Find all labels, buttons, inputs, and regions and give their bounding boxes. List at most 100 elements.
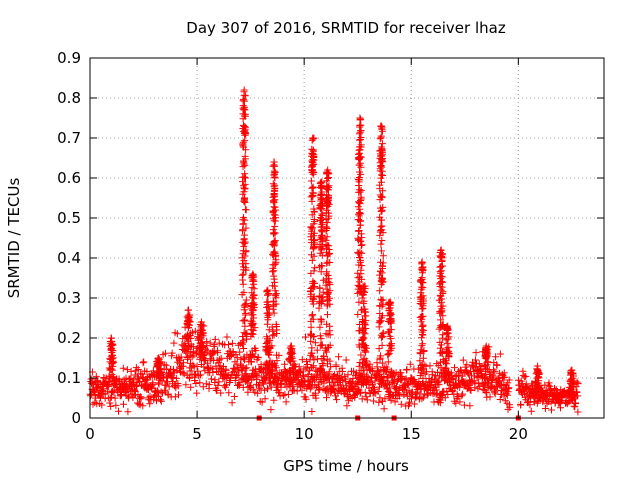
data-point [503,391,511,399]
data-point [180,370,188,378]
data-point [551,385,558,392]
data-point [483,348,491,356]
data-point [419,266,427,274]
data-point [323,259,331,267]
data-point [573,388,581,396]
data-point [324,197,332,205]
data-point [185,344,193,352]
data-point [418,258,426,266]
data-point [289,382,297,390]
data-point [281,360,289,368]
data-point [215,359,223,367]
data-point [124,408,132,416]
data-point [466,402,474,410]
data-point [317,293,325,301]
data-point [192,380,200,387]
data-point [444,378,452,386]
data-point [387,318,395,325]
data-point [323,170,331,178]
data-point [172,374,180,382]
data-point [269,282,277,290]
data-point [269,261,277,269]
data-point [208,375,215,383]
data-point [436,279,444,287]
data-point [115,407,122,415]
data-point [419,393,427,401]
data-point [355,176,363,184]
data-point [331,388,339,396]
data-point [135,400,143,408]
data-point [309,183,317,191]
data-point [375,323,383,331]
data-point [317,178,325,186]
data-points [86,86,582,421]
data-point [209,369,217,376]
data-point [273,357,281,365]
data-point [482,349,490,357]
data-point [242,206,250,214]
data-point [357,242,365,249]
data-point [325,242,333,250]
data-point [318,297,326,305]
data-point [504,379,512,387]
data-point [240,194,248,202]
data-point [324,166,332,174]
data-point [241,137,249,145]
data-point [242,296,250,304]
data-point [239,190,247,198]
data-point [324,311,331,319]
data-point [377,317,385,325]
data-point [308,408,316,415]
data-point [211,335,219,343]
data-point [87,392,95,400]
data-point [482,342,490,350]
data-point [444,391,452,398]
data-point [338,368,346,375]
data-point [301,376,309,384]
data-point [355,261,363,269]
data-point [241,130,248,137]
data-point [384,351,392,359]
data-point [359,283,367,291]
data-point [356,122,364,129]
data-point [308,251,315,259]
data-point [361,330,369,338]
data-point [317,179,325,187]
data-point [359,356,367,364]
data-point [323,177,331,185]
data-point [574,408,582,416]
data-point [307,193,315,201]
data-point [375,398,383,406]
data-point [358,318,366,326]
data-point [107,402,115,410]
data-point [323,202,330,210]
data-point [354,234,362,242]
data-point [200,363,208,371]
data-point [107,366,115,373]
data-point [501,373,509,381]
data-point [285,376,293,384]
data-point [437,246,445,254]
data-point [240,345,248,352]
data-point [269,215,277,223]
data-point [148,382,156,390]
data-point [195,372,203,380]
data-point [209,349,217,357]
data-point [330,382,338,390]
data-point [437,292,445,300]
data-point [132,383,140,390]
data-point [326,341,334,349]
data-point [355,236,363,244]
data-point [244,388,252,396]
data-point [492,353,500,361]
y-tick-label: 0.3 [57,289,81,307]
data-point [408,395,415,403]
data-point [308,192,316,200]
y-tick-label: 0.4 [57,249,81,267]
data-point [242,266,250,274]
data-point [397,400,405,408]
data-point [316,364,324,372]
data-point [310,362,318,370]
data-point [279,392,287,399]
y-axis-label: SRMTID / TECUs [5,178,23,299]
